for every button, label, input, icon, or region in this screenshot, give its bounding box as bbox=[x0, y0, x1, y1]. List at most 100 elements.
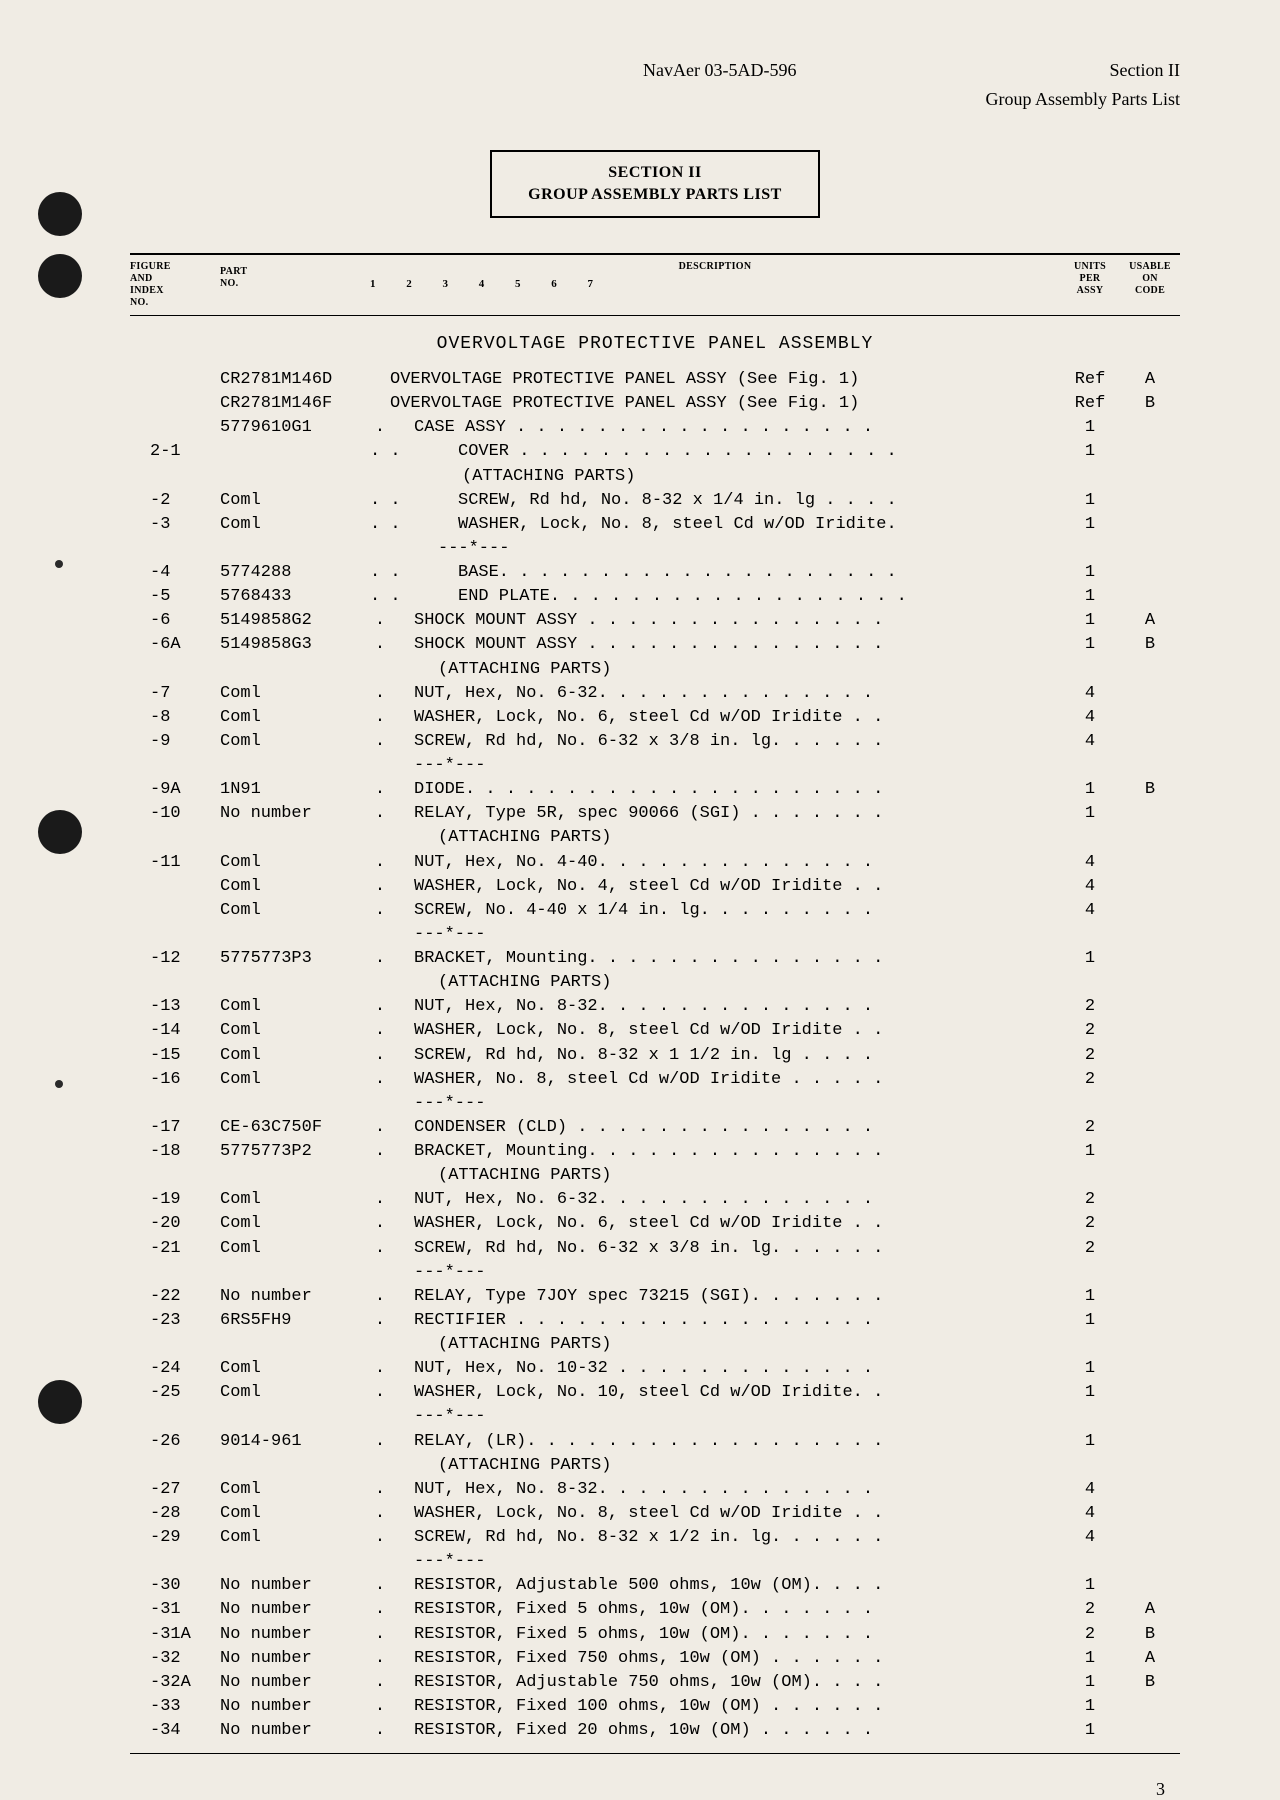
description: WASHER, No. 8, steel Cd w/OD Iridite . .… bbox=[390, 1068, 1060, 1092]
indent-dot bbox=[370, 1164, 390, 1188]
table-row: (ATTACHING PARTS) bbox=[130, 1333, 1180, 1357]
part-number: 5775773P2 bbox=[220, 1140, 370, 1164]
description: RECTIFIER . . . . . . . . . . . . . . . … bbox=[390, 1309, 1060, 1333]
table-row: -31ANo number.RESISTOR, Fixed 5 ohms, 10… bbox=[130, 1623, 1180, 1647]
usable-on-code bbox=[1120, 1237, 1180, 1261]
usable-on-code bbox=[1120, 1212, 1180, 1236]
section-title-line2: GROUP ASSEMBLY PARTS LIST bbox=[512, 186, 798, 204]
description: WASHER, Lock, No. 10, steel Cd w/OD Irid… bbox=[390, 1381, 1060, 1405]
indent-dot: . bbox=[370, 706, 390, 730]
table-row: -16Coml.WASHER, No. 8, steel Cd w/OD Iri… bbox=[130, 1068, 1180, 1092]
indent-dot: . bbox=[370, 1526, 390, 1550]
indent-dot: . bbox=[370, 416, 390, 440]
part-number: Coml bbox=[220, 1188, 370, 1212]
usable-on-code: A bbox=[1120, 368, 1180, 392]
units-per-assy: 2 bbox=[1060, 1019, 1120, 1043]
indent-dot: . bbox=[370, 682, 390, 706]
usable-on-code bbox=[1120, 899, 1180, 923]
col-part-header: PARTNO. bbox=[220, 261, 370, 309]
part-number: No number bbox=[220, 802, 370, 826]
description: ---*--- bbox=[390, 1092, 1060, 1116]
usable-on-code bbox=[1120, 1044, 1180, 1068]
doc-number: NavAer 03-5AD-596 bbox=[130, 60, 1110, 81]
table-header: FIGUREANDINDEXNO. PARTNO. DESCRIPTION 1 … bbox=[130, 255, 1180, 316]
indent-dot: . bbox=[370, 1719, 390, 1743]
figure-index bbox=[130, 875, 220, 899]
punch-hole bbox=[38, 1380, 82, 1424]
figure-index bbox=[130, 826, 220, 850]
usable-on-code bbox=[1120, 682, 1180, 706]
table-row: -10No number.RELAY, Type 5R, spec 90066 … bbox=[130, 802, 1180, 826]
indent-dot: . bbox=[370, 1212, 390, 1236]
description: BRACKET, Mounting. . . . . . . . . . . .… bbox=[390, 947, 1060, 971]
units-per-assy bbox=[1060, 923, 1120, 947]
units-per-assy bbox=[1060, 1092, 1120, 1116]
usable-on-code bbox=[1120, 561, 1180, 585]
description: BRACKET, Mounting. . . . . . . . . . . .… bbox=[390, 1140, 1060, 1164]
description: OVERVOLTAGE PROTECTIVE PANEL ASSY (See F… bbox=[390, 392, 1060, 416]
usable-on-code bbox=[1120, 1719, 1180, 1743]
figure-index: -17 bbox=[130, 1116, 220, 1140]
units-per-assy: 1 bbox=[1060, 1285, 1120, 1309]
description: (ATTACHING PARTS) bbox=[390, 826, 1060, 850]
description: RESISTOR, Adjustable 500 ohms, 10w (OM).… bbox=[390, 1574, 1060, 1598]
small-dot bbox=[55, 1080, 63, 1088]
indent-dot: . bbox=[370, 1430, 390, 1454]
indent-dot: . . bbox=[370, 489, 410, 513]
units-per-assy: 2 bbox=[1060, 1068, 1120, 1092]
indent-dot bbox=[370, 368, 390, 392]
figure-index: -5 bbox=[130, 585, 220, 609]
description: RESISTOR, Fixed 100 ohms, 10w (OM) . . .… bbox=[390, 1695, 1060, 1719]
description: BASE. . . . . . . . . . . . . . . . . . … bbox=[410, 561, 1060, 585]
part-number bbox=[220, 971, 370, 995]
description: CASE ASSY . . . . . . . . . . . . . . . … bbox=[390, 416, 1060, 440]
indent-dot: . bbox=[370, 947, 390, 971]
usable-on-code: B bbox=[1120, 1671, 1180, 1695]
table-row: -11Coml.NUT, Hex, No. 4-40. . . . . . . … bbox=[130, 851, 1180, 875]
table-row: ---*--- bbox=[130, 923, 1180, 947]
units-per-assy: 1 bbox=[1060, 1140, 1120, 1164]
table-row: -9A1N91.DIODE. . . . . . . . . . . . . .… bbox=[130, 778, 1180, 802]
table-row: -19Coml.NUT, Hex, No. 6-32. . . . . . . … bbox=[130, 1188, 1180, 1212]
indent-dot: . bbox=[370, 1188, 390, 1212]
description: NUT, Hex, No. 10-32 . . . . . . . . . . … bbox=[390, 1357, 1060, 1381]
units-per-assy bbox=[1060, 1164, 1120, 1188]
table-row: (ATTACHING PARTS) bbox=[130, 971, 1180, 995]
usable-on-code bbox=[1120, 1357, 1180, 1381]
units-per-assy bbox=[1060, 537, 1120, 561]
indent-dot bbox=[370, 465, 390, 489]
usable-on-code bbox=[1120, 1261, 1180, 1285]
description: WASHER, Lock, No. 6, steel Cd w/OD Iridi… bbox=[390, 706, 1060, 730]
description: SCREW, Rd hd, No. 8-32 x 1/4 in. lg . . … bbox=[410, 489, 1060, 513]
indent-dot bbox=[370, 1405, 390, 1429]
usable-on-code bbox=[1120, 1430, 1180, 1454]
description: (ATTACHING PARTS) bbox=[390, 465, 1060, 489]
part-number: No number bbox=[220, 1671, 370, 1695]
part-number bbox=[220, 440, 370, 464]
indent-dot: . bbox=[370, 778, 390, 802]
units-per-assy bbox=[1060, 1405, 1120, 1429]
part-number: Coml bbox=[220, 875, 370, 899]
figure-index: -9 bbox=[130, 730, 220, 754]
table-row: -15Coml.SCREW, Rd hd, No. 8-32 x 1 1/2 i… bbox=[130, 1044, 1180, 1068]
part-number: Coml bbox=[220, 513, 370, 537]
usable-on-code bbox=[1120, 1405, 1180, 1429]
usable-on-code bbox=[1120, 1285, 1180, 1309]
units-per-assy: 4 bbox=[1060, 706, 1120, 730]
usable-on-code bbox=[1120, 1526, 1180, 1550]
description: ---*--- bbox=[390, 754, 1060, 778]
description: (ATTACHING PARTS) bbox=[390, 658, 1060, 682]
indent-dot: . bbox=[370, 1116, 390, 1140]
indent-dot: . bbox=[370, 1068, 390, 1092]
indent-dot: . bbox=[370, 1019, 390, 1043]
usable-on-code bbox=[1120, 754, 1180, 778]
part-number: 5149858G2 bbox=[220, 609, 370, 633]
description: (ATTACHING PARTS) bbox=[390, 1333, 1060, 1357]
part-number: 6RS5FH9 bbox=[220, 1309, 370, 1333]
indent-dot bbox=[370, 1550, 390, 1574]
punch-hole bbox=[38, 254, 82, 298]
units-per-assy: 1 bbox=[1060, 802, 1120, 826]
parts-table: FIGUREANDINDEXNO. PARTNO. DESCRIPTION 1 … bbox=[130, 253, 1180, 1754]
table-row: ---*--- bbox=[130, 1550, 1180, 1574]
units-per-assy: 2 bbox=[1060, 1623, 1120, 1647]
